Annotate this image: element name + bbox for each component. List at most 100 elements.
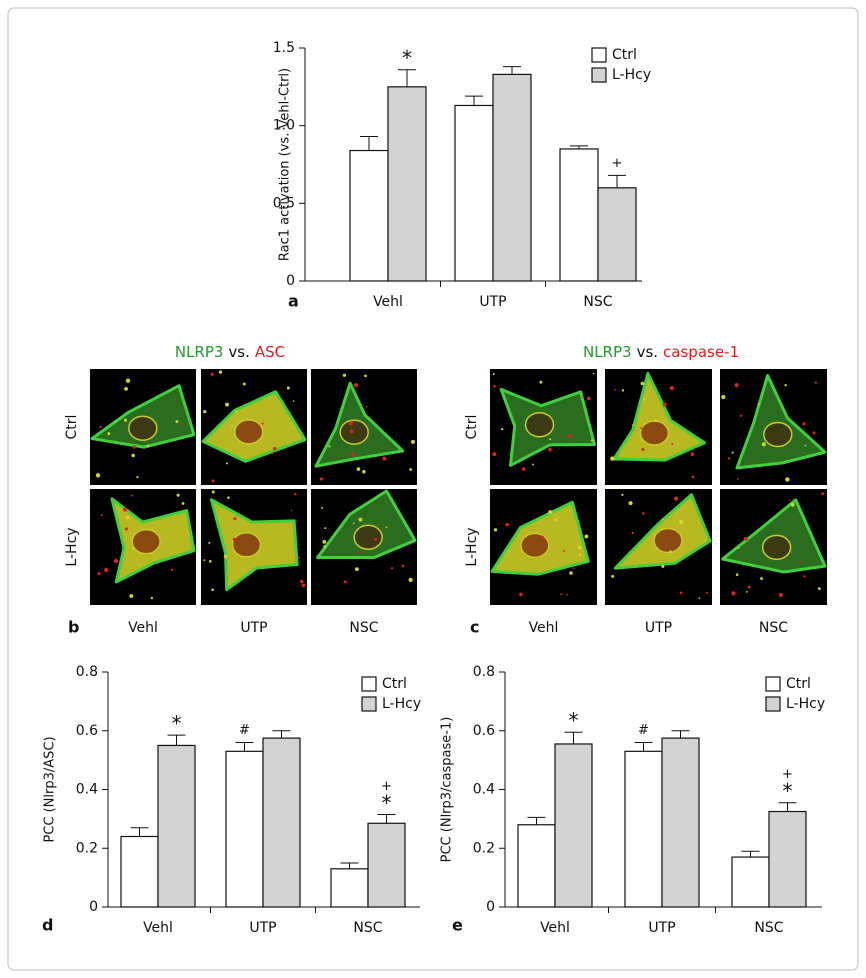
y-tick-label: 0.4 bbox=[473, 782, 495, 798]
signal-dot bbox=[107, 432, 111, 436]
cell-body bbox=[316, 489, 417, 559]
y-tick-label: 0.2 bbox=[473, 840, 495, 856]
significance-marker: + bbox=[381, 779, 392, 794]
error-bar bbox=[340, 862, 359, 869]
bar bbox=[367, 822, 406, 908]
row-label: Ctrl bbox=[64, 415, 80, 440]
signal-dot bbox=[757, 403, 760, 406]
signal-dot bbox=[323, 545, 327, 548]
signal-dot bbox=[170, 568, 174, 572]
legend-swatch bbox=[591, 67, 607, 83]
row-label: Ctrl bbox=[464, 415, 480, 440]
signal-dot bbox=[563, 550, 566, 552]
title-part: caspase-1 bbox=[663, 343, 739, 361]
signal-dot bbox=[698, 597, 701, 600]
significance-marker: + bbox=[782, 767, 793, 782]
signal-dot bbox=[292, 400, 295, 402]
error-bar bbox=[235, 742, 254, 752]
figure-frame bbox=[7, 7, 859, 971]
signal-dot bbox=[679, 519, 684, 525]
cell-nucleus bbox=[520, 532, 550, 559]
micrograph bbox=[720, 489, 827, 605]
signal-dot bbox=[814, 381, 817, 384]
signal-dot bbox=[521, 467, 526, 471]
signal-dot bbox=[175, 420, 179, 423]
signal-dot bbox=[348, 421, 354, 426]
significance-marker: + bbox=[612, 156, 623, 171]
x-tick-label: NSC bbox=[754, 920, 783, 936]
signal-dot bbox=[211, 588, 214, 591]
signal-dot bbox=[390, 567, 394, 570]
signal-dot bbox=[804, 444, 807, 447]
signal-dot bbox=[409, 468, 413, 471]
signal-dot bbox=[272, 447, 277, 451]
bar bbox=[492, 73, 532, 282]
y-tick-label: 0.2 bbox=[76, 840, 98, 856]
signal-dot bbox=[621, 493, 624, 497]
cell-nucleus bbox=[233, 419, 264, 445]
signal-dot bbox=[560, 593, 563, 596]
signal-dot bbox=[319, 477, 324, 481]
signal-dot bbox=[567, 434, 572, 438]
signal-dot bbox=[225, 462, 229, 465]
signal-dot bbox=[760, 577, 764, 580]
signal-dot bbox=[674, 496, 679, 501]
signal-dot bbox=[235, 410, 238, 413]
signal-dot bbox=[739, 414, 743, 417]
significance-marker: * bbox=[783, 779, 793, 803]
signal-dot bbox=[640, 427, 643, 430]
cell-nucleus bbox=[763, 421, 793, 448]
signal-dot bbox=[242, 382, 246, 386]
panel-letter: a bbox=[288, 292, 299, 311]
signal-dot bbox=[124, 527, 128, 531]
column-label: Vehl bbox=[128, 620, 158, 636]
signal-dot bbox=[136, 476, 139, 479]
micrograph bbox=[90, 369, 196, 485]
row-label: L-Hcy bbox=[64, 527, 80, 566]
signal-dot bbox=[294, 492, 297, 496]
bar bbox=[120, 835, 159, 908]
y-tick-label: 1.5 bbox=[273, 40, 295, 56]
significance-marker: * bbox=[569, 709, 579, 733]
signal-dot bbox=[131, 546, 135, 550]
y-tick-label: 0.6 bbox=[76, 723, 98, 739]
signal-dot bbox=[743, 536, 748, 541]
signal-dot bbox=[642, 512, 645, 515]
signal-dot bbox=[621, 389, 625, 392]
signal-dot bbox=[761, 442, 766, 447]
signal-dot bbox=[691, 475, 695, 479]
error-bar bbox=[608, 174, 626, 188]
x-tick-label: UTP bbox=[249, 920, 276, 936]
signal-dot bbox=[150, 596, 154, 600]
bar bbox=[559, 148, 599, 282]
micrograph bbox=[90, 489, 196, 605]
panel-title: NLRP3 vs. caspase-1 bbox=[583, 343, 739, 361]
signal-dot bbox=[587, 396, 591, 401]
signal-dot bbox=[803, 575, 806, 578]
signal-dot bbox=[351, 452, 356, 457]
signal-dot bbox=[669, 386, 674, 391]
bar bbox=[517, 824, 556, 908]
bar bbox=[330, 868, 369, 908]
signal-dot bbox=[233, 517, 237, 521]
panel-letter: b bbox=[68, 618, 79, 637]
signal-dot bbox=[129, 594, 134, 598]
panel-letter: c bbox=[470, 618, 479, 637]
signal-dot bbox=[519, 592, 523, 597]
row-label: L-Hcy bbox=[464, 527, 480, 566]
signal-dot bbox=[705, 591, 708, 594]
y-tick-label: 0.6 bbox=[473, 723, 495, 739]
signal-dot bbox=[176, 493, 180, 497]
title-part: vs. bbox=[637, 343, 658, 361]
significance-marker: # bbox=[239, 723, 250, 738]
signal-dot bbox=[679, 591, 683, 595]
signal-dot bbox=[362, 469, 366, 474]
signal-dot bbox=[382, 456, 387, 461]
signal-dot bbox=[297, 556, 300, 559]
x-tick-label: Vehl bbox=[540, 920, 570, 936]
signal-dot bbox=[778, 592, 783, 597]
cell-nucleus bbox=[231, 532, 262, 558]
panel-title: NLRP3 vs. ASC bbox=[175, 343, 285, 361]
signal-dot bbox=[661, 564, 665, 568]
signal-dot bbox=[203, 559, 206, 562]
